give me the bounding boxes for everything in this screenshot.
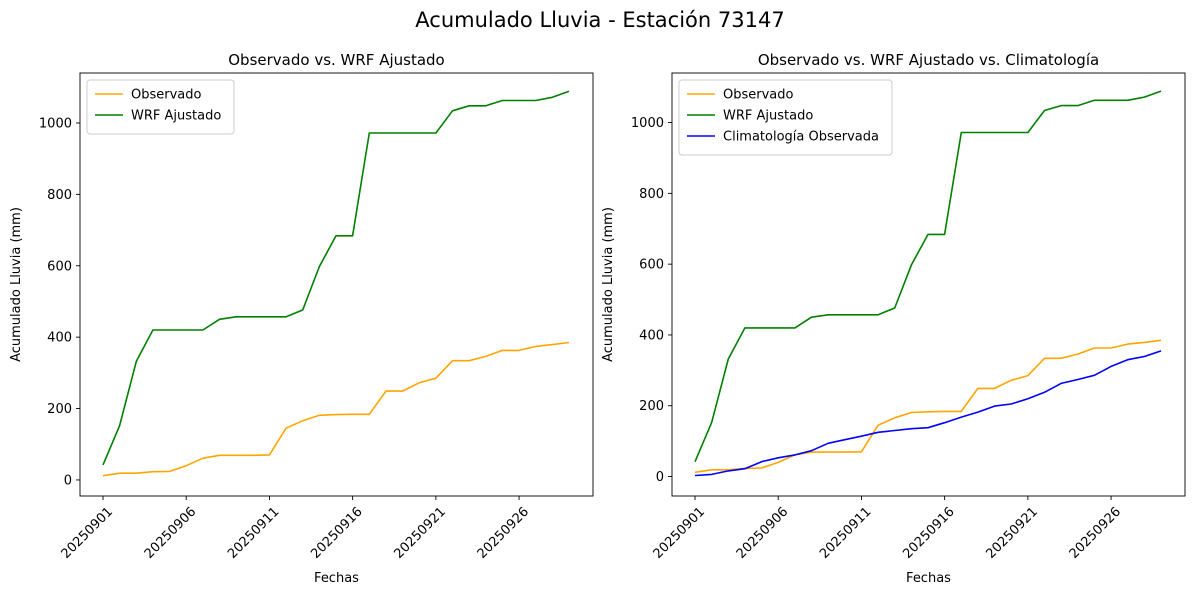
x-tick-label: 20250926 [1067, 504, 1124, 561]
legend: Observado WRF Ajustado [86, 79, 235, 135]
y-tick-label: 200 [47, 402, 72, 417]
x-tick-label: 20250906 [142, 504, 199, 561]
x-tick-label: 20250906 [734, 504, 791, 561]
y-tick-label: 400 [47, 331, 72, 346]
y-tick-label: 800 [639, 187, 664, 202]
x-axis-label: Fechas [906, 571, 951, 586]
subplot-2: Observado vs. WRF Ajustado vs. Climatolo… [601, 51, 1186, 586]
y-axis-label: Acumulado Lluvia (mm) [601, 207, 616, 362]
x-tick-label: 20250921 [392, 504, 449, 561]
legend-box [86, 79, 235, 135]
y-axis-label: Acumulado Lluvia (mm) [9, 207, 24, 362]
x-tick-label: 20250911 [225, 504, 282, 561]
series-line-observado [694, 339, 1162, 474]
legend: Observado WRF Ajustado Climatología Observ… [678, 79, 893, 156]
series-line-climatologia-observada [694, 350, 1162, 477]
legend-label-wrf-ajustado: WRF Ajustado [723, 109, 813, 124]
plot-frame [671, 72, 1186, 497]
x-tick-label: 20250926 [475, 504, 532, 561]
subplot-title: Observado vs. WRF Ajustado vs. Climatolo… [758, 51, 1099, 69]
x-tick-label: 20250901 [651, 504, 708, 561]
y-tick-label: 1000 [39, 116, 72, 131]
legend-label-observado: Observado [131, 88, 202, 103]
plot-frame [79, 72, 594, 497]
x-axis-label: Fechas [314, 571, 359, 586]
y-tick-label: 200 [639, 399, 664, 414]
legend-label-wrf-ajustado: WRF Ajustado [131, 109, 221, 124]
y-tick-label: 0 [656, 470, 664, 485]
y-tick-label: 0 [64, 473, 72, 488]
x-tick-label: 20250916 [308, 504, 365, 561]
y-tick-label: 600 [47, 259, 72, 274]
series-line-wrf-ajustado [102, 90, 570, 466]
x-tick-label: 20250921 [984, 504, 1041, 561]
x-tick-label: 20250916 [900, 504, 957, 561]
legend-label-observado: Observado [723, 88, 794, 103]
series-line-observado [102, 341, 570, 477]
figure-title: Acumulado Lluvia - Estación 73147 [415, 8, 785, 32]
x-tick-label: 20250911 [817, 504, 874, 561]
y-tick-label: 1000 [631, 116, 664, 131]
series-line-wrf-ajustado [694, 90, 1162, 463]
subplot-title: Observado vs. WRF Ajustado [228, 51, 444, 69]
y-tick-label: 400 [639, 328, 664, 343]
x-tick-label: 20250901 [59, 504, 116, 561]
subplot-1: Observado vs. WRF Ajustado 0 200 400 600 800 1… [9, 51, 594, 586]
legend-label-climatologia-observada: Climatología Observada [723, 130, 879, 145]
y-tick-label: 600 [639, 258, 664, 273]
legend-box [678, 79, 893, 156]
y-tick-label: 800 [47, 188, 72, 203]
